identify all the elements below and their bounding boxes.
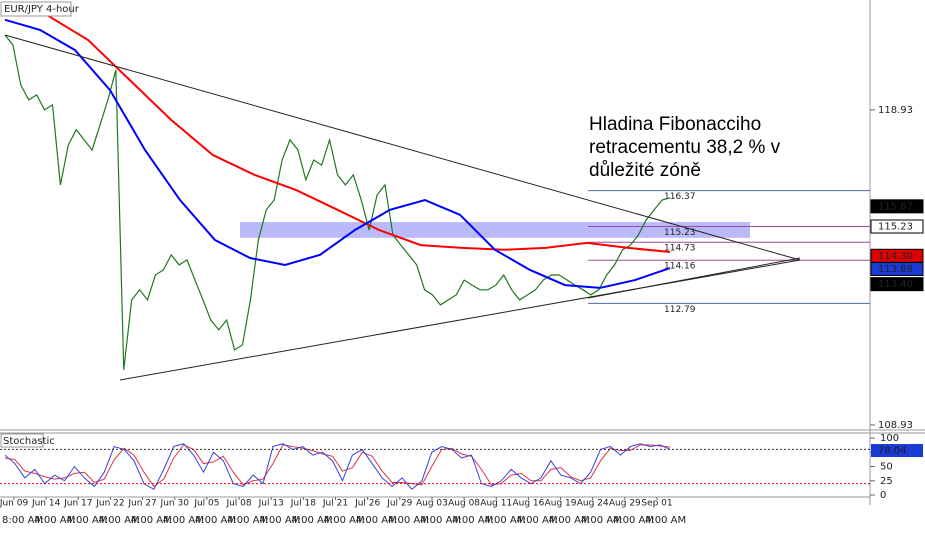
x-tick-label: Jul 18 (290, 499, 316, 509)
fib-label: 115.23 (664, 228, 696, 238)
time-label: 8:00 AM (2, 515, 43, 526)
x-tick-label: Jun 27 (127, 499, 156, 509)
x-tick-label: Jun 17 (63, 499, 92, 509)
x-tick-label: Jul 05 (193, 499, 219, 509)
x-tick-label: Sep 01 (641, 499, 672, 509)
time-label: 4:00 AM (259, 515, 300, 526)
stoch-tick-label: 100 (880, 433, 899, 444)
trendline-upper (4, 34, 801, 261)
time-label: 4:00 AM (420, 515, 461, 526)
time-label: 4:00 AM (66, 515, 107, 526)
price-tag-label: 114.30 (878, 251, 913, 262)
stoch-current-tag (871, 444, 923, 458)
x-tick-label: Jun 30 (160, 499, 190, 509)
time-label: 4:00 AM (388, 515, 429, 526)
stoch-line (4, 443, 671, 491)
x-tick-label: Aug 19 (545, 499, 577, 509)
price-tag-label: 115.23 (878, 221, 913, 232)
time-label: 4:00 AM (549, 515, 590, 526)
trendline-lower (119, 259, 801, 381)
stoch-line (4, 444, 671, 488)
x-tick-label: Jul 29 (386, 499, 412, 509)
stoch-title-box (0, 433, 44, 448)
x-tick-label: Jul 21 (322, 499, 348, 509)
price-tag-label: 113.40 (878, 279, 913, 290)
time-label: 4:00 AM (163, 515, 204, 526)
x-tick-label: Aug 29 (609, 499, 641, 509)
x-tick-label: Aug 24 (577, 499, 609, 509)
x-tick-label: Jun 22 (95, 499, 124, 509)
time-label: 4:00 AM (484, 515, 525, 526)
fib-label: 114.16 (664, 262, 696, 272)
time-label: 4:00 AM (291, 515, 332, 526)
fib-label: 116.37 (664, 192, 696, 202)
annotation: Hladina Fibonacciho (589, 114, 761, 135)
x-tick-label: Aug 16 (512, 499, 544, 509)
stoch-current-label: 78.04 (878, 446, 907, 457)
time-label: 4:00 AM (227, 515, 268, 526)
stoch-tick-label: 25 (880, 476, 893, 487)
annotation: retracementu 38,2 % v (589, 137, 781, 158)
price-tag (870, 219, 924, 234)
stoch-title: Stochastic (3, 436, 55, 447)
price-tag-label: 113.88 (878, 264, 913, 275)
trendline-support (587, 257, 801, 299)
y-tick-label: 118.93 (878, 105, 913, 116)
x-tick-label: Aug 11 (480, 499, 512, 509)
annotation: důležité zóně (589, 160, 701, 181)
x-tick-label: Jun 09 (0, 499, 28, 509)
price-tag (870, 277, 924, 292)
x-tick-label: Aug 08 (448, 499, 480, 509)
y-tick-label: 108.93 (878, 420, 913, 431)
moving-average (4, 18, 671, 289)
x-tick-label: Jun 14 (31, 499, 61, 509)
title-box (0, 1, 72, 17)
x-tick-label: Jul 26 (354, 499, 380, 509)
time-label: 4:00 AM (581, 515, 622, 526)
chart-title: EUR/JPY 4-hour (4, 4, 80, 15)
time-label: 4:00 AM (131, 515, 172, 526)
price-line (4, 34, 671, 370)
time-label: 4:00 AM (34, 515, 75, 526)
price-tag (870, 199, 924, 214)
fib-label: 112.79 (664, 305, 696, 315)
fib-label: 114.73 (664, 244, 696, 254)
time-label: 4:00 AM (324, 515, 365, 526)
time-label: 4:00 AM (645, 515, 686, 526)
x-tick-label: Aug 03 (416, 499, 448, 509)
stoch-tick-label: 50 (880, 462, 893, 473)
price-tag-label: 115.87 (878, 201, 913, 212)
stoch-tick-label: 0 (880, 490, 886, 501)
time-label: 4:00 AM (613, 515, 654, 526)
time-label: 4:00 AM (516, 515, 557, 526)
x-tick-label: Jul 08 (225, 499, 251, 509)
time-label: 4:00 AM (452, 515, 493, 526)
time-label: 4:00 AM (356, 515, 397, 526)
price-tag (870, 262, 924, 277)
x-tick-label: Jul 13 (258, 499, 284, 509)
time-label: 4:00 AM (195, 515, 236, 526)
time-label: 4:00 AM (98, 515, 139, 526)
